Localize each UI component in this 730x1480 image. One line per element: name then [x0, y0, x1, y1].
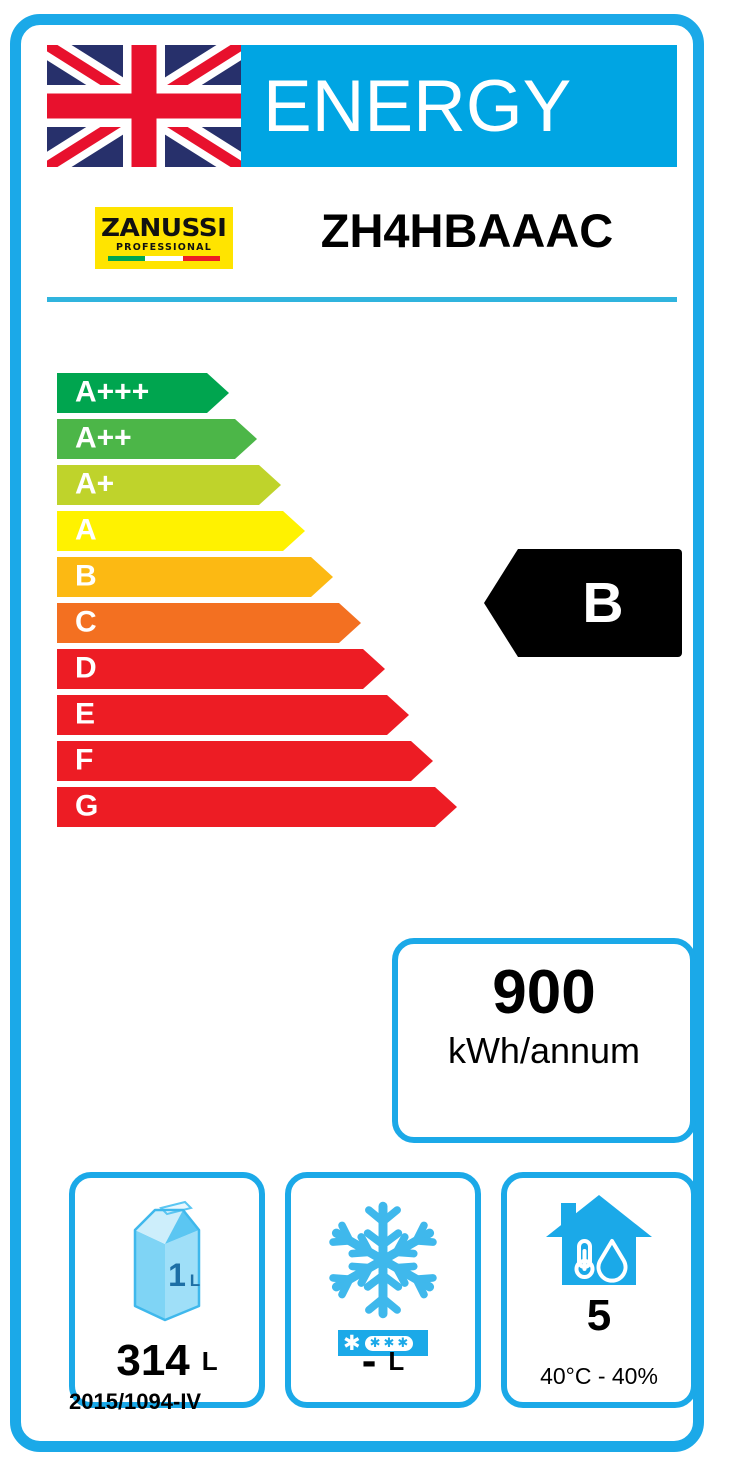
fridge-volume-box: 1 L 314 L — [69, 1172, 265, 1408]
energy-class-label: D — [75, 651, 97, 685]
energy-class-arrow: A+ — [57, 465, 281, 505]
energy-class-row: D — [57, 649, 457, 689]
badge-star-group: ✱ ✱ ✱ — [364, 1335, 414, 1351]
energy-class-row: A+ — [57, 465, 457, 505]
energy-class-row: C — [57, 603, 457, 643]
freezer-volume-caption: - L — [291, 1328, 475, 1394]
milk-carton-icon: 1 L — [75, 1190, 259, 1330]
consumption-value: 900 — [492, 958, 596, 1027]
energy-class-row: A++ — [57, 419, 457, 459]
energy-class-label: A+ — [75, 467, 115, 501]
zanussi-logo: ZANUSSI PROFESSIONAL — [95, 207, 233, 269]
fridge-volume-value: 314 — [116, 1336, 190, 1385]
energy-class-arrow: B — [57, 557, 333, 597]
selected-class-pointer: B — [484, 549, 682, 657]
regulation-reference: 2015/1094-IV — [69, 1389, 202, 1414]
fridge-volume-caption: 314 L — [75, 1328, 259, 1394]
energy-class-arrow: D — [57, 649, 385, 689]
energy-class-arrow: A+++ — [57, 373, 229, 413]
energy-class-arrow: E — [57, 695, 409, 735]
snowflake-svg — [329, 1201, 437, 1319]
union-jack-flag-icon — [47, 45, 241, 167]
energy-class-arrow: C — [57, 603, 361, 643]
climate-class-range: 40°C - 40% — [540, 1363, 658, 1389]
energy-class-row: A+++ — [57, 373, 457, 413]
consumption-unit: kWh/annum — [447, 1030, 641, 1072]
header-divider — [47, 297, 677, 302]
freezer-volume-value: - — [361, 1336, 377, 1385]
freezer-volume-box: ✱ ✱ ✱ ✱ - L — [285, 1172, 481, 1408]
badge-star-icon: ✱ — [343, 1330, 361, 1355]
brand-row: ZANUSSI PROFESSIONAL ZH4HBAAAC — [47, 175, 677, 285]
energy-class-label: E — [75, 697, 96, 731]
energy-class-label: C — [75, 605, 97, 639]
climate-class-box: 5 40°C - 40% — [501, 1172, 697, 1408]
freezer-volume-unit: L — [388, 1346, 405, 1376]
carton-volume-number: 1 — [168, 1257, 186, 1293]
energy-class-scale: A+++ A++ A+ A B C D E F G — [57, 373, 457, 833]
consumption-box: 900 kWh/annum — [392, 938, 696, 1143]
badge-star-icon-2: ✱ — [383, 1335, 395, 1351]
climate-class-value: 5 — [586, 1291, 612, 1340]
fridge-volume-unit: L — [201, 1346, 218, 1376]
energy-class-label: A+++ — [75, 375, 150, 409]
energy-label: ENERGY ZANUSSI PROFESSIONAL ZH4HBAAAC A+… — [10, 14, 704, 1452]
model-name: ZH4HBAAAC — [320, 203, 614, 257]
italian-flag-stripes-icon — [108, 256, 220, 262]
brand-name: ZANUSSI — [101, 212, 227, 242]
energy-class-arrow: F — [57, 741, 433, 781]
badge-star-icon-1: ✱ — [369, 1335, 381, 1351]
star-rating-badge: ✱ ✱ ✱ ✱ — [338, 1330, 428, 1356]
energy-class-label: B — [75, 559, 97, 593]
energy-class-arrow: G — [57, 787, 457, 827]
energy-class-label: A++ — [75, 421, 132, 455]
carton-volume-unit: L — [190, 1271, 200, 1290]
energy-class-label: F — [75, 743, 94, 777]
label-header: ENERGY — [47, 45, 677, 167]
energy-title: ENERGY — [263, 65, 572, 147]
energy-class-arrow: A — [57, 511, 305, 551]
brand-tagline: PROFESSIONAL — [116, 241, 212, 253]
energy-class-row: E — [57, 695, 457, 735]
energy-class-row: G — [57, 787, 457, 827]
energy-class-row: A — [57, 511, 457, 551]
house-climate-icon — [507, 1186, 691, 1298]
energy-title-bar: ENERGY — [241, 45, 677, 167]
energy-class-label: G — [75, 789, 99, 823]
badge-star-icon-3: ✱ — [397, 1335, 409, 1351]
snowflake-icon — [291, 1190, 475, 1330]
energy-class-row: F — [57, 741, 457, 781]
milk-carton-svg: 1 L — [133, 1200, 201, 1322]
house-climate-svg — [546, 1195, 652, 1285]
energy-class-label: A — [75, 513, 97, 547]
selected-class-label: B — [582, 570, 624, 635]
energy-class-row: B — [57, 557, 457, 597]
energy-class-arrow: A++ — [57, 419, 257, 459]
